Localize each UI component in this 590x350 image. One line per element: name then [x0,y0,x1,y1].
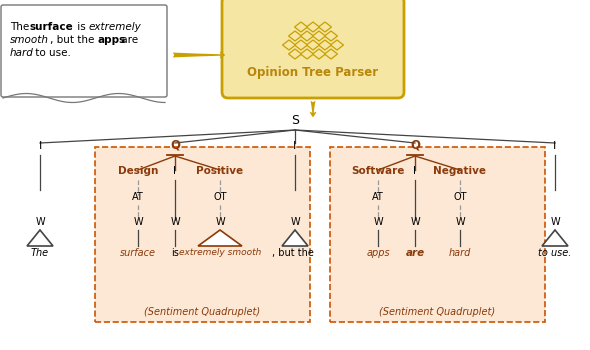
Text: (Sentiment Quadruplet): (Sentiment Quadruplet) [145,307,261,317]
Text: (Sentiment Quadruplet): (Sentiment Quadruplet) [379,307,496,317]
Text: Q: Q [170,138,180,151]
Polygon shape [313,49,326,59]
Polygon shape [294,22,307,32]
Text: Software: Software [351,166,405,176]
Text: W: W [410,217,420,227]
Text: W: W [215,217,225,227]
Text: I: I [293,141,297,151]
Polygon shape [330,40,343,50]
FancyBboxPatch shape [1,5,167,97]
Text: W: W [455,217,465,227]
Text: to use.: to use. [538,248,572,258]
Text: AT: AT [132,192,144,202]
Text: are: are [118,35,138,45]
Polygon shape [289,49,301,59]
Polygon shape [300,49,313,59]
Text: AT: AT [372,192,384,202]
Polygon shape [300,31,313,41]
Text: W: W [133,217,143,227]
Text: hard: hard [10,48,34,58]
Text: The: The [31,248,49,258]
Text: Negative: Negative [434,166,487,176]
Text: surface: surface [30,22,74,32]
Text: W: W [550,217,560,227]
Text: The: The [10,22,32,32]
Polygon shape [289,31,301,41]
Text: hard: hard [449,248,471,258]
Text: Q: Q [410,138,420,151]
Text: OT: OT [213,192,227,202]
Polygon shape [283,40,296,50]
Text: Design: Design [118,166,158,176]
Text: Opinion Tree Parser: Opinion Tree Parser [247,66,379,79]
Text: , but the: , but the [50,35,97,45]
Text: is: is [74,22,89,32]
Polygon shape [324,49,337,59]
Polygon shape [313,31,326,41]
Text: W: W [35,217,45,227]
Text: apps: apps [366,248,390,258]
Text: extremely: extremely [89,22,142,32]
Text: surface: surface [120,248,156,258]
Text: I: I [553,141,556,151]
Polygon shape [27,230,53,246]
Text: extremely smooth: extremely smooth [179,248,261,257]
Polygon shape [306,22,320,32]
Text: I: I [414,166,417,176]
Polygon shape [319,40,332,50]
Text: I: I [38,141,42,151]
Text: is: is [171,248,179,258]
Text: are: are [405,248,425,258]
FancyBboxPatch shape [222,0,404,98]
Text: W: W [290,217,300,227]
Text: smooth: smooth [10,35,49,45]
Polygon shape [198,230,242,246]
Polygon shape [324,31,337,41]
Polygon shape [542,230,568,246]
Polygon shape [282,230,308,246]
Polygon shape [294,40,307,50]
Polygon shape [306,40,320,50]
Text: apps: apps [97,35,125,45]
Text: , but the: , but the [272,248,314,258]
Text: W: W [170,217,180,227]
Text: to use.: to use. [32,48,71,58]
FancyBboxPatch shape [330,147,545,322]
Text: Positive: Positive [196,166,244,176]
Text: S: S [291,114,299,127]
Polygon shape [319,22,332,32]
FancyBboxPatch shape [95,147,310,322]
Text: W: W [373,217,383,227]
Text: I: I [173,166,176,176]
Text: OT: OT [453,192,467,202]
